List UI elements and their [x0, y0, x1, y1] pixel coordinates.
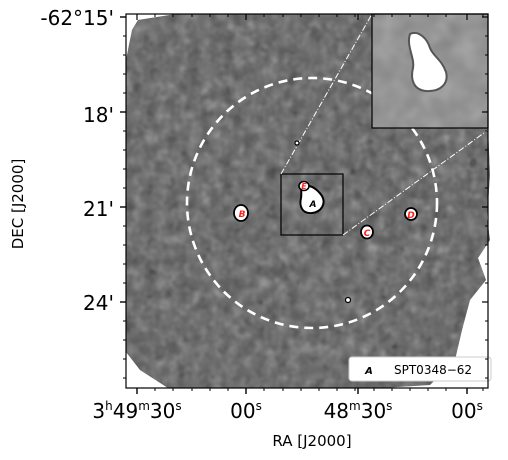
legend-marker: A	[364, 366, 373, 377]
y-tick-label: -62°15'	[40, 6, 114, 30]
source-e: E	[298, 180, 310, 192]
legend: A SPT0348−62	[348, 356, 492, 382]
inset-connector-upper	[280, 13, 373, 175]
x-tick-label: 00s	[451, 399, 483, 423]
noise-contour	[294, 140, 300, 146]
beam-circle	[185, 76, 439, 330]
noise-contour	[344, 296, 352, 304]
plot-frame	[125, 13, 489, 389]
x-tick-label: 48m30s	[324, 399, 393, 423]
source-e-label: E	[301, 182, 307, 191]
y-tick-label: 24'	[83, 291, 114, 315]
legend-label: SPT0348−62	[394, 363, 472, 377]
y-axis-label: DEC [J2000]	[9, 159, 27, 250]
x-tick-label: 00s	[230, 399, 262, 423]
source-c-label: C	[364, 229, 371, 239]
source-c: C	[360, 224, 374, 240]
source-b-label: B	[239, 210, 246, 220]
zoom-box	[280, 173, 344, 236]
x-tick-label: 3h49m30s	[92, 399, 181, 423]
y-tick-label: 21'	[83, 197, 114, 221]
source-d-label: D	[407, 211, 415, 221]
zoom-inset	[371, 13, 489, 129]
x-axis-label: RA [J2000]	[272, 432, 351, 450]
source-d: D	[404, 207, 418, 221]
source-a-label: A	[309, 200, 317, 210]
inset-connector-lower	[342, 129, 489, 236]
source-a: A	[299, 184, 325, 215]
y-tick-label: 18'	[83, 103, 114, 127]
source-b: B	[233, 204, 249, 222]
axis-ticks	[120, 14, 488, 394]
